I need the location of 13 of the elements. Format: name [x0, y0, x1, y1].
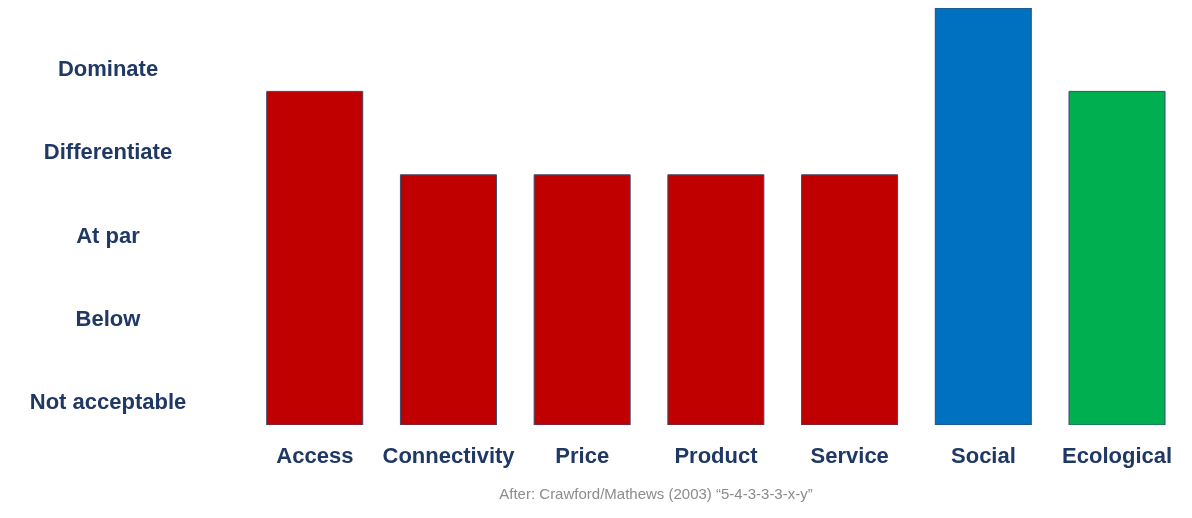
x-tick-label: Connectivity: [382, 443, 516, 468]
text: Below: [74, 305, 142, 333]
text: Differentiate: [42, 139, 174, 167]
x-tick-label: Social: [951, 443, 1016, 468]
text: Not acceptable: [28, 389, 188, 417]
text: Dominate: [56, 55, 160, 83]
text: After: Crawford/Mathews (2003) “5-4-3-3-3-x-y”: [498, 485, 814, 502]
x-tick-label: Ecological: [1062, 443, 1173, 468]
x-tick-label: Product: [674, 443, 759, 468]
x-tick-label: Service: [810, 443, 889, 468]
text: At par: [75, 222, 141, 250]
x-tick-label: Access: [276, 443, 354, 468]
x-tick-label: Price: [555, 443, 610, 468]
